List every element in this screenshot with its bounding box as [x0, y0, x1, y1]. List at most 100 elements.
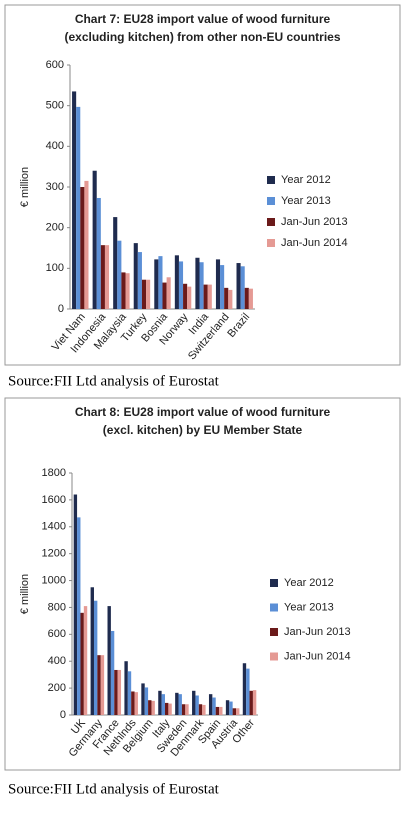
legend-label: Jan-Jun 2014: [284, 650, 351, 662]
y-tick-label: 0: [60, 709, 66, 721]
bar: [178, 694, 182, 715]
bar: [195, 695, 199, 715]
bar: [236, 263, 241, 309]
y-tick-label: 1000: [42, 574, 66, 586]
bar: [80, 187, 85, 309]
bar: [110, 630, 115, 715]
bar: [174, 255, 179, 309]
bar: [158, 690, 162, 715]
bar: [240, 266, 245, 309]
bar: [93, 600, 98, 715]
bar: [248, 288, 253, 309]
bar: [96, 197, 101, 309]
bar: [198, 704, 203, 715]
y-tick-label: 200: [46, 222, 64, 234]
bar: [117, 669, 122, 715]
bar: [97, 655, 101, 715]
bar: [195, 257, 200, 309]
bar: [113, 217, 118, 309]
bar: [161, 694, 165, 715]
chart-title: Chart 8: EU28 import value of wood furni…: [75, 405, 331, 419]
bar: [162, 282, 167, 309]
bar: [242, 663, 247, 715]
bar: [203, 284, 208, 309]
chart: Chart 7: EU28 import value of wood furni…: [4, 4, 401, 389]
y-tick-label: 1600: [42, 494, 66, 506]
legend-label: Jan-Jun 2013: [284, 626, 351, 638]
bar: [117, 240, 122, 309]
bar: [73, 494, 78, 715]
bar: [249, 690, 253, 715]
bar: [244, 287, 249, 309]
bar: [84, 180, 89, 309]
y-tick-label: 400: [48, 655, 66, 667]
y-tick-label: 300: [46, 181, 64, 193]
bar: [124, 661, 128, 715]
bar: [219, 706, 223, 715]
source-note: Source:FII Ltd analysis of Eurostat: [8, 781, 220, 797]
chart: Chart 8: EU28 import value of wood furni…: [4, 397, 401, 797]
bar: [215, 259, 221, 309]
bar: [183, 283, 188, 309]
y-tick-label: 1200: [42, 548, 66, 560]
legend-swatch: [270, 579, 278, 587]
y-tick-label: 500: [46, 100, 64, 112]
y-tick-label: 600: [48, 628, 66, 640]
y-tick-label: 800: [48, 601, 66, 613]
bar: [77, 517, 81, 715]
y-tick-label: 600: [46, 59, 64, 71]
bar: [212, 697, 216, 715]
legend-label: Year 2013: [281, 195, 331, 207]
bar: [207, 284, 212, 309]
bar: [100, 245, 105, 309]
legend-swatch: [267, 218, 275, 226]
bar: [215, 706, 220, 715]
bar: [202, 704, 206, 715]
legend-label: Year 2012: [281, 174, 331, 186]
legend-label: Year 2012: [284, 577, 334, 589]
bar: [114, 669, 118, 715]
legend-swatch: [267, 239, 275, 247]
bar: [166, 277, 171, 309]
bar: [83, 606, 88, 715]
bar: [72, 91, 77, 309]
bar: [125, 273, 130, 309]
bar: [137, 252, 142, 309]
bar: [228, 289, 233, 309]
bar: [100, 655, 105, 715]
bar: [181, 704, 186, 715]
source-note: Source:FII Ltd analysis of Eurostat: [8, 373, 220, 389]
chart-title: (excl. kitchen) by EU Member State: [103, 423, 303, 437]
legend-swatch: [267, 197, 275, 205]
bar: [232, 708, 237, 715]
bar: [131, 691, 135, 715]
bar: [146, 279, 151, 309]
bar: [76, 106, 81, 310]
bar: [90, 587, 94, 715]
legend-swatch: [270, 628, 278, 636]
y-tick-label: 400: [46, 140, 64, 152]
bar: [208, 694, 213, 715]
bar: [121, 272, 126, 309]
bar: [187, 286, 192, 309]
bar: [178, 261, 184, 309]
bar: [165, 702, 169, 715]
bar: [158, 256, 163, 309]
bar: [154, 259, 159, 309]
y-tick-label: 0: [58, 303, 64, 315]
bar: [199, 262, 204, 309]
y-tick-label: 100: [46, 262, 64, 274]
bar: [107, 606, 111, 715]
bar: [252, 690, 257, 715]
bar: [80, 612, 84, 715]
y-axis-label: € million: [19, 574, 31, 614]
bar: [133, 243, 138, 309]
chart-frame: [4, 4, 401, 366]
y-axis-label: € million: [19, 167, 31, 207]
legend-swatch: [267, 176, 275, 184]
legend-swatch: [270, 603, 278, 612]
bar: [144, 687, 149, 715]
bar: [92, 170, 97, 309]
chart-title: (excluding kitchen) from other non-EU co…: [64, 30, 340, 44]
